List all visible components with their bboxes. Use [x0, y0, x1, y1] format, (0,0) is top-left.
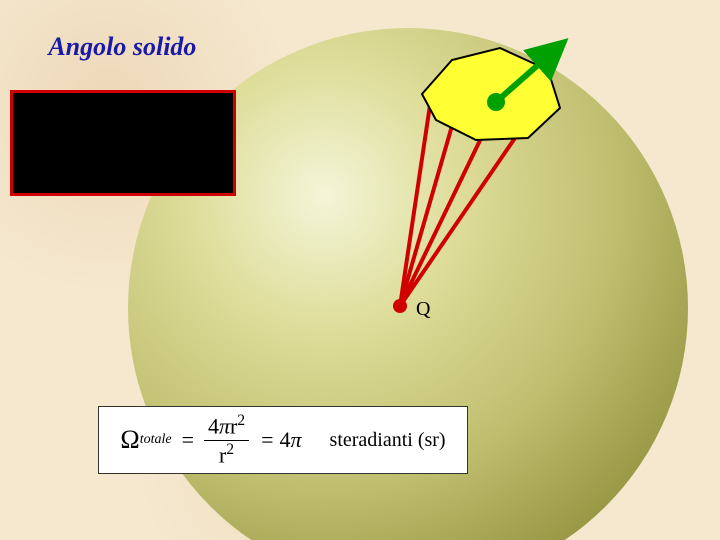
- fraction: 4πr2 r2: [204, 413, 249, 467]
- denominator: r2: [215, 442, 238, 468]
- rhs: 4π: [280, 427, 302, 453]
- numerator: 4πr2: [204, 413, 249, 439]
- slide-canvas: Angolo solido (angolo stereo): Q Ω total…: [0, 0, 720, 540]
- total-solid-angle-formula: Ω totale = 4πr2 r2 = 4π steradianti (sr): [98, 406, 468, 474]
- center-label-q: Q: [416, 298, 430, 321]
- equals-2: =: [261, 427, 273, 453]
- omega-symbol: Ω: [120, 425, 139, 455]
- patch-center-dot: [487, 93, 505, 111]
- units-label: steradianti (sr): [330, 429, 446, 452]
- title-line1: Angolo solido: [48, 32, 196, 61]
- equals-1: =: [182, 427, 194, 453]
- definition-box: [10, 90, 236, 196]
- omega-subscript: totale: [140, 432, 172, 448]
- center-dot-q: [393, 299, 407, 313]
